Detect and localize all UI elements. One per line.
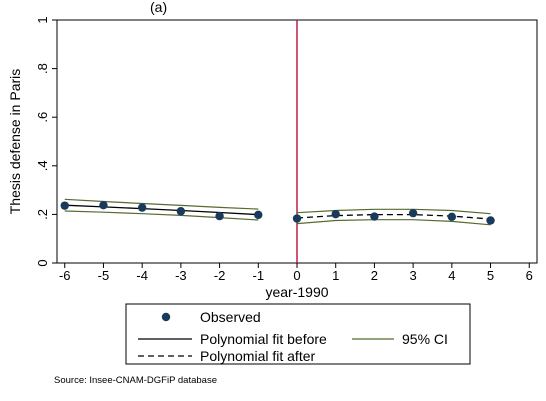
observed-point <box>99 201 107 209</box>
x-tick-label: -3 <box>175 268 187 283</box>
y-tick-label: 1 <box>35 16 50 23</box>
observed-point <box>293 214 301 222</box>
y-tick-label: .8 <box>35 63 50 74</box>
observed-point <box>138 203 146 211</box>
x-tick-label: -5 <box>98 268 110 283</box>
x-tick-label: -6 <box>59 268 71 283</box>
observed-point <box>409 209 417 217</box>
ci-after-upper-line <box>297 209 491 213</box>
legend-observed-marker <box>162 313 170 321</box>
legend-ci-label: 95% CI <box>402 331 448 347</box>
legend-fit-after-label: Polynomial fit after <box>200 348 315 364</box>
y-tick-label: .2 <box>35 209 50 220</box>
y-axis-title: Thesis defense in Paris <box>7 69 23 215</box>
legend-observed-label: Observed <box>200 309 261 325</box>
x-tick-label: 0 <box>293 268 300 283</box>
ci-before-lower-line <box>65 211 259 220</box>
legend-fit-before-label: Polynomial fit before <box>200 331 327 347</box>
legend: Observed Polynomial fit before Polynomia… <box>126 304 470 364</box>
observed-point <box>177 207 185 215</box>
observed-point <box>486 216 494 224</box>
series-layer <box>61 20 495 263</box>
axes-layer: 0 .2 .4 .6 .8 1 -6 -5 -4 -3 -2 -1 0 1 2 3 4 5 6 <box>35 16 533 283</box>
source-note: Source: Insee-CNAM-DGFiP database <box>54 375 217 386</box>
x-tick-label: 1 <box>332 268 339 283</box>
x-tick-label: -1 <box>253 268 265 283</box>
observed-point <box>254 211 262 219</box>
x-tick-label: -2 <box>214 268 226 283</box>
ci-before-upper-line <box>65 199 259 209</box>
x-tick-label: 5 <box>487 268 494 283</box>
x-tick-label: -4 <box>136 268 148 283</box>
x-tick-label: 3 <box>410 268 417 283</box>
x-tick-label: 2 <box>371 268 378 283</box>
y-tick-label: 0 <box>35 259 50 266</box>
y-tick-label: .4 <box>35 160 50 171</box>
fit-before-line <box>65 205 259 214</box>
observed-point <box>448 213 456 221</box>
x-tick-label: 4 <box>448 268 455 283</box>
fit-after-line <box>297 215 491 219</box>
ci-after-lower-line <box>297 220 491 225</box>
y-tick-label: .6 <box>35 112 50 123</box>
x-tick-label: 6 <box>526 268 533 283</box>
observed-point <box>332 210 340 218</box>
chart-title-fragment: (a) <box>150 0 167 15</box>
observed-point <box>61 201 69 209</box>
observed-point <box>370 212 378 220</box>
x-axis-title: year-1990 <box>265 284 328 300</box>
observed-point <box>215 212 223 220</box>
